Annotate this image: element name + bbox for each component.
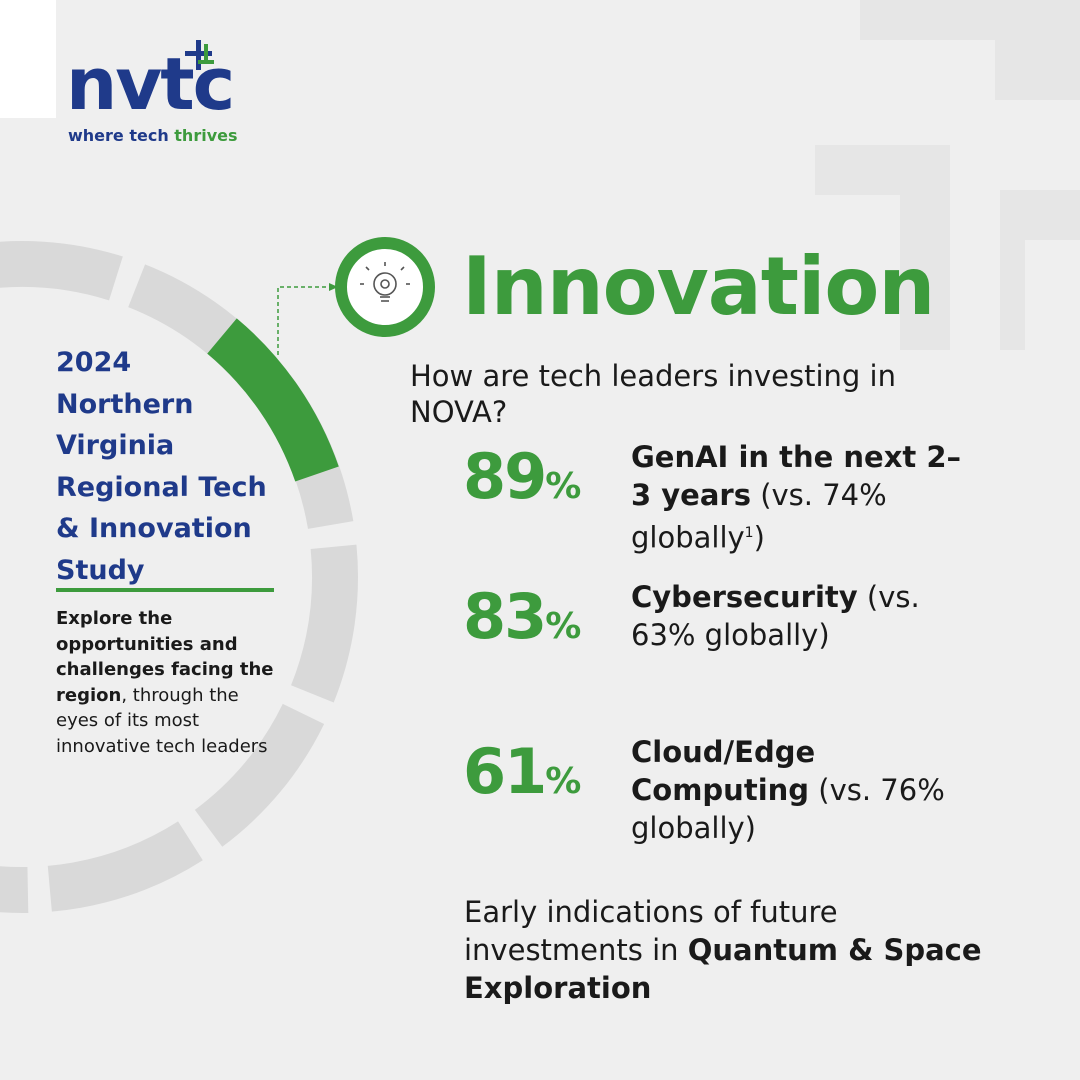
deco-shape [1000,190,1080,350]
ring-accent [206,318,339,482]
stat-description: Cloud/Edge Computing (vs. 76% globally) [631,733,971,847]
stat-number: 89% [463,440,581,513]
bulb-icon [360,262,410,302]
white-panel [0,0,56,118]
deco-shape [815,145,950,350]
stat-number: 83% [463,580,581,653]
footer-note: Early indications of future investments … [464,893,1024,1007]
stat-description: Cybersecurity (vs. 63% globally) [631,578,971,654]
title-line: Study [56,554,145,586]
stat-rest: (vs. 63% globally) [631,580,920,652]
ring-gray [0,241,358,913]
logo-tagline: where tech thrives [68,126,238,145]
stat-number: 61% [463,735,581,808]
stat-value: 61 [463,735,547,808]
stat-unit: % [545,466,582,507]
title-line: Northern [56,388,194,420]
title-line: & Innovation [56,513,252,544]
description-bold: Explore the opportunities and challenges… [56,608,274,706]
section-question: How are tech leaders investing in NOVA? [410,359,896,429]
title-line: 2024 [56,347,132,378]
stat-unit: % [545,761,582,802]
tagline-plain: where tech [68,126,175,145]
icon-ring [335,237,435,337]
study-description: Explore the opportunities and challenges… [56,606,274,759]
stat-bold: Cybersecurity [631,580,858,614]
deco-shape [995,0,1080,100]
footer-bold: Quantum & Space Exploration [464,933,982,1005]
study-title: 2024 Northern Virginia Regional Tech & Innov… [56,342,267,591]
footer-plain: Early indications of future investments … [464,895,838,967]
stat-bold: GenAI in the next 2–3 years [631,440,962,512]
stat-description: GenAI in the next 2–3 years (vs. 74% glo… [631,438,971,557]
stat-bold: Cloud/Edge Computing [631,735,816,807]
stat-unit: % [545,606,582,647]
title-line: Regional Tech [56,471,267,503]
ring [0,241,358,913]
stat-value: 83 [463,580,547,653]
stat-rest: (vs. 74% globally [631,478,887,555]
stat-end: ) [753,520,765,555]
stat-rest: (vs. 76% globally) [631,773,945,845]
section-heading: Innovation [462,240,935,333]
stat-value: 89 [463,440,547,513]
logo-wordmark: nvtc [66,42,235,126]
tagline-accent: thrives [174,126,238,145]
stat-footnote: 1 [744,525,754,541]
description-rest: , through the eyes of its most innovativ… [56,684,268,757]
title-rule [56,588,274,592]
connector [277,286,330,355]
title-line: Virginia [56,430,175,461]
connector-arrow [329,283,338,291]
logo-plus [185,40,214,70]
